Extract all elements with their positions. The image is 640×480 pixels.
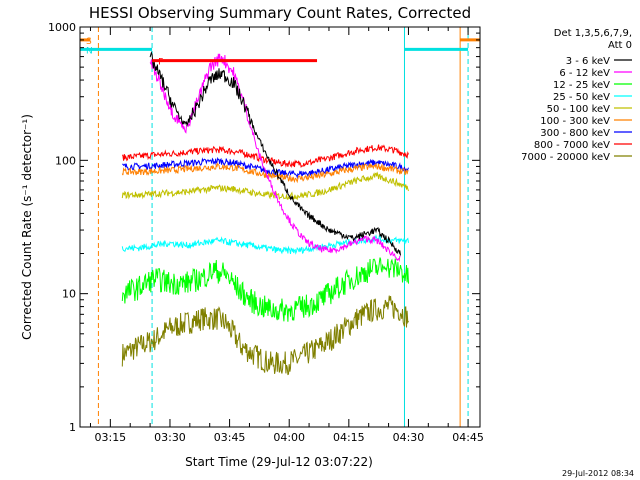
x-tick-label: 04:45 (452, 431, 484, 444)
series-line-25-50-kev (121, 234, 409, 255)
series-line-100-300-kev (121, 162, 409, 184)
y-tick-label: 1000 (48, 21, 76, 34)
x-axis-label: Start Time (29-Jul-12 03:07:22) (185, 455, 373, 469)
legend-label: 25 - 50 keV (553, 92, 610, 103)
flag-label: N (86, 46, 93, 56)
x-tick-label: 04:00 (273, 431, 305, 444)
legend-label: 800 - 7000 keV (534, 140, 610, 151)
series-line-6-12-kev (149, 53, 401, 263)
legend-header: Det 1,3,5,6,7,9, (554, 28, 632, 39)
legend-label: 12 - 25 keV (553, 80, 610, 91)
series-line-50-100-kev (121, 171, 409, 201)
y-tick-label: 100 (55, 154, 76, 167)
legend-label: 300 - 800 keV (540, 128, 610, 139)
y-tick-label: 1 (69, 421, 76, 434)
y-axis-label: Corrected Count Rate (s⁻¹ detector⁻¹) (20, 114, 34, 340)
x-tick-label: 03:15 (94, 431, 126, 444)
legend-label: 6 - 12 keV (559, 68, 610, 79)
series-line-800-7000-kev (121, 144, 409, 168)
flag-label: F (158, 58, 163, 68)
footer-date: 29-Jul-2012 08:34 (562, 469, 634, 478)
plot-area: SN F (80, 27, 480, 427)
series-line-12-25-kev (121, 257, 409, 322)
legend-label: 100 - 300 keV (540, 116, 610, 127)
series-line-3-6-kev (149, 51, 401, 256)
x-tick-label: 04:15 (333, 431, 365, 444)
y-tick-label: 10 (62, 288, 76, 301)
x-tick-label: 03:45 (214, 431, 246, 444)
x-tick-label: 03:30 (154, 431, 186, 444)
legend-label: 3 - 6 keV (566, 56, 610, 67)
legend-header: Att 0 (608, 40, 632, 51)
legend-label: 50 - 100 keV (547, 104, 611, 115)
series-line-7000-20000-kev (121, 295, 409, 376)
x-tick-label: 04:30 (393, 431, 425, 444)
chart-title: HESSI Observing Summary Count Rates, Cor… (89, 4, 471, 22)
axes: 1 10 100 1000 03:15 03:30 03:45 04:00 04:15 04:30… (48, 21, 484, 444)
plot-frame (79, 26, 481, 428)
flag-label: S (86, 37, 92, 47)
legend-label: 7000 - 20000 keV (521, 152, 610, 163)
